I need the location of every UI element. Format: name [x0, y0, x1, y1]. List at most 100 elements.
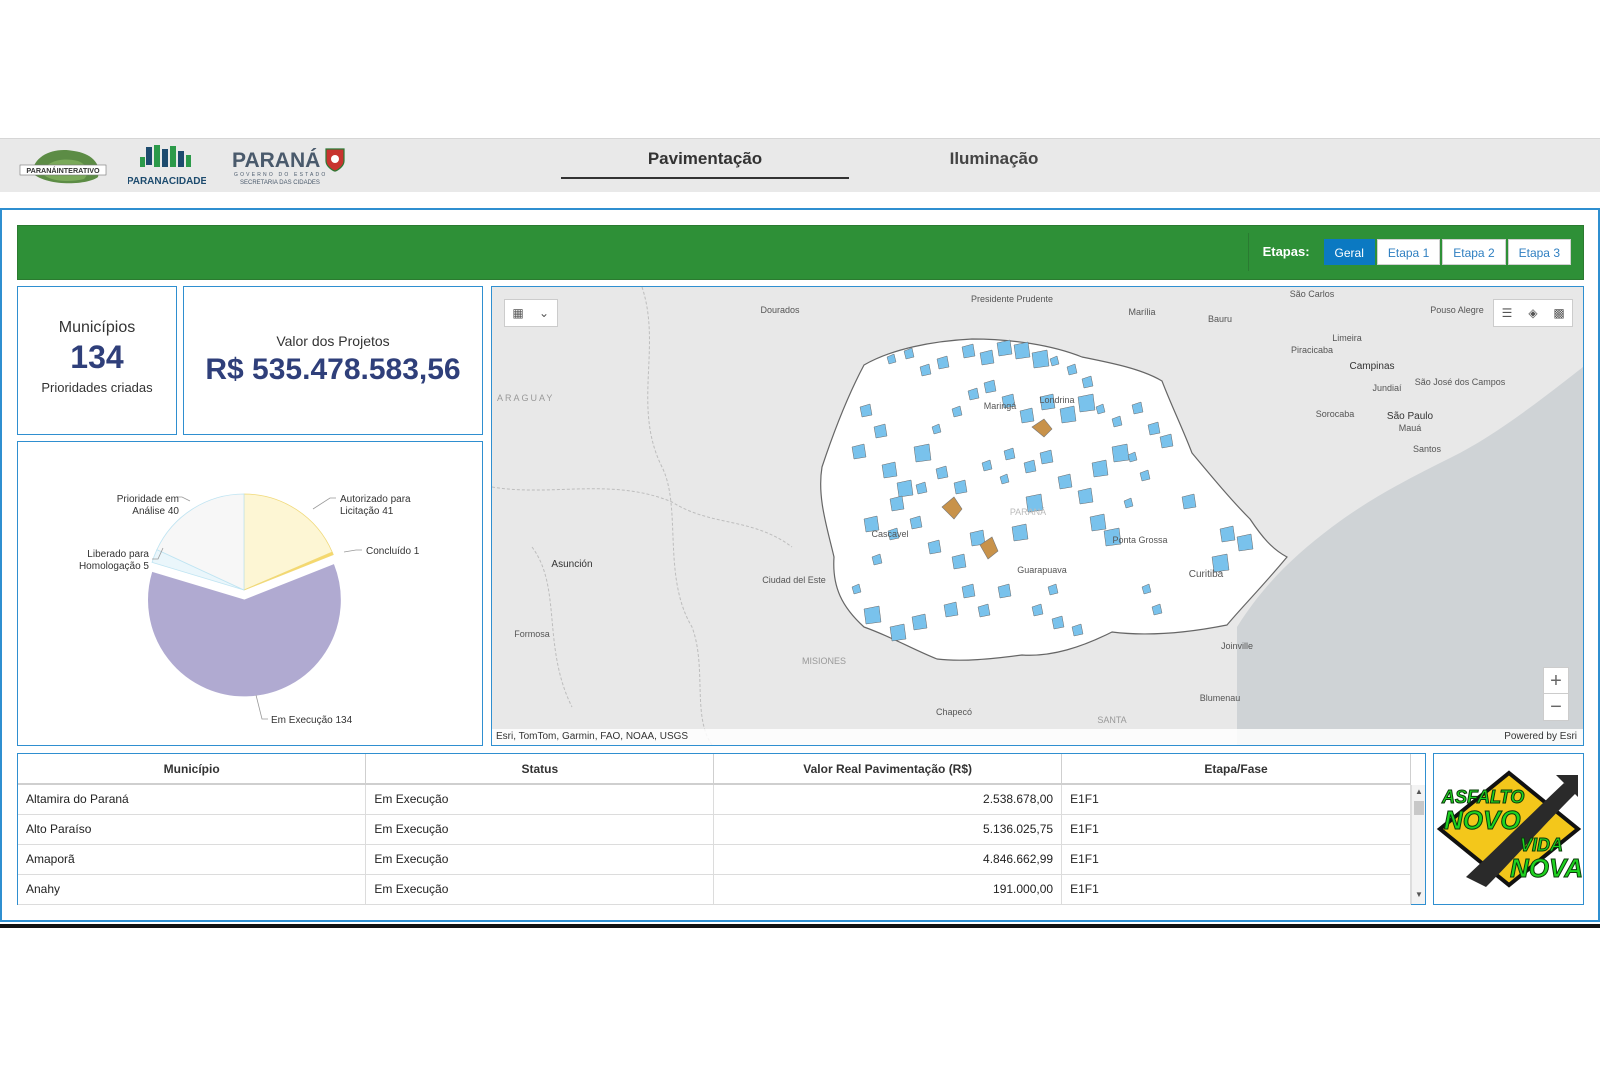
municipality-shape[interactable] — [1077, 487, 1094, 505]
municipality-shape[interactable] — [1057, 473, 1073, 490]
municipality-shape[interactable] — [1039, 449, 1054, 465]
zoom-control[interactable]: + − — [1543, 667, 1569, 721]
municipality-shape[interactable] — [1059, 405, 1077, 424]
municipality-shape[interactable] — [1236, 533, 1254, 552]
layers-icon[interactable]: ◈ — [1528, 306, 1538, 320]
municipality-shape[interactable] — [1091, 459, 1109, 478]
municipality-shape[interactable] — [1031, 349, 1050, 369]
municipality-shape[interactable] — [1047, 583, 1059, 596]
municipality-shape[interactable] — [1141, 583, 1152, 595]
municipality-shape[interactable] — [935, 465, 949, 480]
municipality-shape[interactable] — [953, 479, 968, 495]
municipality-shape[interactable] — [981, 459, 993, 472]
column-header-valor[interactable]: Valor Real Pavimentação (R$) — [713, 754, 1063, 785]
municipality-shape[interactable] — [1031, 603, 1044, 617]
map-canvas[interactable]: Presidente Prudente Dourados Marília Bau… — [492, 287, 1583, 745]
zoom-out-button[interactable]: − — [1550, 696, 1562, 718]
municipality-shape[interactable] — [909, 515, 923, 530]
qr-icon[interactable]: ▩ — [1553, 306, 1565, 320]
municipality-shape[interactable] — [1049, 355, 1060, 367]
column-header-status[interactable]: Status — [365, 754, 715, 785]
table-row[interactable]: Alto Paraíso Em Execução 5.136.025,75 E1F1 — [18, 814, 1411, 845]
chevron-down-icon[interactable]: ⌄ — [538, 306, 550, 320]
municipality-shape[interactable] — [886, 353, 897, 365]
municipality-shape[interactable] — [881, 461, 898, 479]
municipality-shape[interactable] — [936, 355, 950, 370]
etapa-2-button[interactable]: Etapa 2 — [1442, 239, 1506, 265]
municipality-shape[interactable] — [873, 423, 888, 439]
etapa-1-button[interactable]: Etapa 1 — [1376, 239, 1441, 265]
table-row[interactable]: Altamira do Paraná Em Execução 2.538.678,0… — [18, 784, 1411, 815]
etapa-geral-button[interactable]: Geral — [1323, 239, 1375, 265]
municipality-shape[interactable] — [1127, 451, 1138, 463]
municipality-shape[interactable] — [951, 405, 963, 418]
municipality-shape[interactable] — [983, 379, 997, 394]
scroll-down-icon[interactable]: ▼ — [1415, 890, 1423, 899]
municipality-shape[interactable] — [911, 613, 928, 631]
municipality-shape[interactable] — [1147, 421, 1161, 436]
etapa-3-button[interactable]: Etapa 3 — [1507, 239, 1571, 265]
municipality-shape[interactable] — [1181, 493, 1197, 510]
municipality-shape[interactable] — [896, 479, 914, 498]
municipality-shape[interactable] — [919, 363, 932, 377]
table-row[interactable]: Anahy Em Execução 191.000,00 E1F1 — [18, 874, 1411, 905]
column-header-etapa[interactable]: Etapa/Fase — [1061, 754, 1411, 785]
scroll-up-icon[interactable]: ▲ — [1415, 787, 1423, 796]
municipality-shape[interactable] — [1139, 469, 1151, 482]
municipality-shape[interactable] — [961, 583, 976, 599]
column-header-municipio[interactable]: Município — [18, 754, 367, 785]
municipality-shape[interactable] — [1095, 403, 1106, 415]
municipality-shape[interactable] — [889, 495, 905, 512]
municipality-shape[interactable] — [1003, 447, 1016, 461]
municipality-shape[interactable] — [851, 583, 862, 595]
map-view[interactable]: Presidente Prudente Dourados Marília Bau… — [491, 286, 1584, 746]
municipality-shape[interactable] — [851, 443, 867, 460]
municipality-shape[interactable] — [961, 343, 976, 359]
map-widget-toolbar[interactable]: ☰ ◈ ▩ — [1493, 299, 1573, 327]
municipality-shape[interactable] — [913, 443, 932, 463]
municipality-shape[interactable] — [1001, 393, 1016, 409]
legend-icon[interactable]: ☰ — [1501, 306, 1513, 320]
selected-municipality[interactable] — [1031, 418, 1053, 438]
scroll-thumb[interactable] — [1414, 801, 1424, 815]
municipality-shape[interactable] — [1151, 603, 1163, 616]
table-scrollbar[interactable]: ▲ ▼ — [1411, 785, 1425, 904]
selected-municipality[interactable] — [941, 496, 963, 520]
table-row[interactable]: Amaporã Em Execução 4.846.662,99 E1F1 — [18, 844, 1411, 875]
municipality-shape[interactable] — [1025, 493, 1044, 513]
municipality-shape[interactable] — [1123, 497, 1134, 509]
municipality-shape[interactable] — [1211, 553, 1230, 573]
municipality-shape[interactable] — [889, 623, 907, 642]
municipality-shape[interactable] — [951, 553, 967, 570]
municipality-shape[interactable] — [1039, 393, 1056, 411]
municipality-shape[interactable] — [1089, 513, 1107, 532]
municipality-shape[interactable] — [1131, 401, 1144, 415]
municipality-shape[interactable] — [859, 403, 873, 418]
pie-slice-execucao[interactable] — [148, 564, 341, 697]
tab-pavimentacao[interactable]: Pavimentação — [561, 139, 849, 179]
municipality-shape[interactable] — [943, 601, 959, 618]
municipality-shape[interactable] — [1111, 415, 1123, 428]
pie-slice-concluido[interactable] — [243, 551, 334, 591]
municipality-shape[interactable] — [887, 527, 900, 541]
municipality-shape[interactable] — [927, 539, 942, 555]
select-icon[interactable]: ▦ — [512, 306, 524, 320]
selected-municipality[interactable] — [979, 536, 999, 560]
municipality-shape[interactable] — [1051, 615, 1065, 630]
pie-slice-analise[interactable] — [156, 493, 245, 591]
municipality-shape[interactable] — [1159, 433, 1174, 449]
municipality-shape[interactable] — [1081, 375, 1094, 389]
municipality-shape[interactable] — [999, 473, 1010, 485]
tab-iluminacao[interactable]: Iluminação — [949, 149, 1039, 168]
municipality-shape[interactable] — [1066, 363, 1078, 376]
municipality-shape[interactable] — [1077, 393, 1096, 413]
municipality-shape[interactable] — [997, 583, 1012, 599]
municipality-shape[interactable] — [1071, 623, 1084, 637]
municipality-shape[interactable] — [915, 481, 928, 495]
municipality-shape[interactable] — [996, 339, 1013, 357]
municipality-shape[interactable] — [1023, 459, 1037, 474]
map-select-tool[interactable]: ▦ ⌄ — [504, 299, 558, 327]
municipality-shape[interactable] — [1219, 525, 1236, 543]
municipality-shape[interactable] — [1011, 523, 1029, 542]
municipality-shape[interactable] — [1013, 341, 1031, 360]
